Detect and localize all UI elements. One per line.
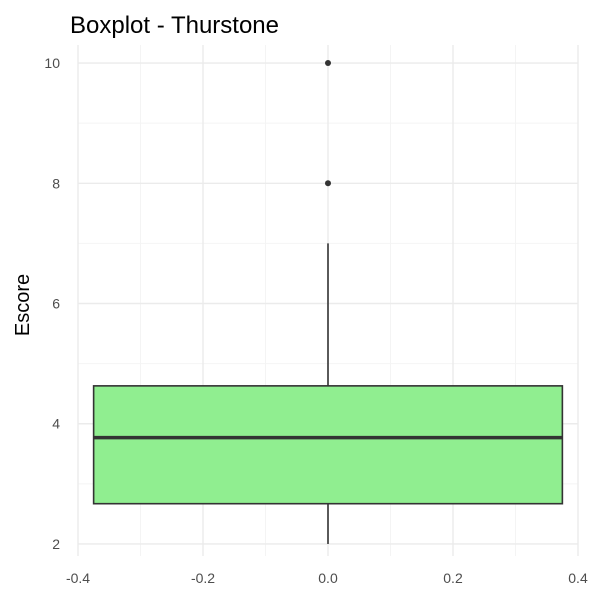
x-tick-label: -0.2 [191,570,215,586]
x-tick-label: 0.4 [568,570,588,586]
outlier-point [325,180,331,187]
y-tick-label: 4 [52,416,60,432]
y-tick-label: 6 [52,296,60,312]
y-axis-label: Escore [12,274,34,336]
y-tick-label: 2 [52,536,60,552]
y-tick-label: 10 [44,55,60,71]
box-marks [92,60,564,544]
x-tick-label: -0.4 [66,570,90,586]
x-tick-label: 0.2 [443,570,463,586]
axis-ticks: 2 4 6 8 10 -0.4 -0.2 0.0 0.2 0.4 [44,55,588,586]
iqr-box [92,385,564,505]
x-tick-label: 0.0 [318,570,338,586]
outlier-point [325,60,331,67]
y-tick-label: 8 [52,175,60,191]
chart-title: Boxplot - Thurstone [70,12,279,39]
